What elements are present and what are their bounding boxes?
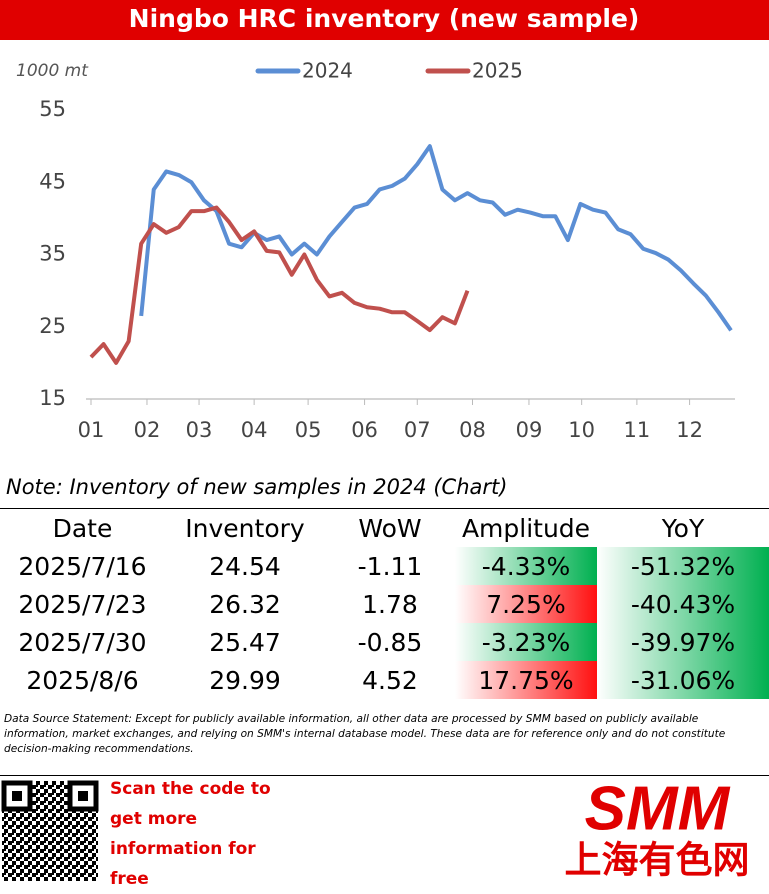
x-tick-label: 10 bbox=[568, 418, 595, 442]
header-cell: WoW bbox=[358, 513, 422, 543]
x-tick-label: 03 bbox=[186, 418, 213, 442]
chart-title: Ningbo HRC inventory (new sample) bbox=[129, 4, 640, 33]
header-row: Date Inventory WoW Amplitude YoY bbox=[0, 509, 769, 548]
table-cell: 2025/7/23 bbox=[18, 589, 147, 619]
logo-cn: 上海有色网 bbox=[565, 839, 750, 882]
series-line bbox=[139, 144, 733, 332]
table-cell: 2025/7/30 bbox=[18, 627, 147, 657]
table-cell: -31.06% bbox=[597, 661, 769, 699]
header-cell: YoY bbox=[661, 513, 705, 543]
series-line bbox=[89, 205, 470, 365]
x-tick-label: 11 bbox=[624, 418, 651, 442]
legend-label: 2025 bbox=[472, 59, 523, 83]
table-cell: 7.25% bbox=[455, 585, 597, 623]
x-tick-label: 09 bbox=[516, 418, 543, 442]
header-cell: Inventory bbox=[185, 513, 305, 543]
x-tick-label: 05 bbox=[295, 418, 322, 442]
table-cell: 4.52 bbox=[362, 665, 418, 695]
x-tick-label: 02 bbox=[134, 418, 161, 442]
header-cell: Amplitude bbox=[461, 513, 591, 543]
table-cell: -39.97% bbox=[597, 623, 769, 661]
x-tick-label: 04 bbox=[241, 418, 268, 442]
y-tick-label: 55 bbox=[39, 97, 66, 121]
table-cell: 25.47 bbox=[209, 627, 281, 657]
y-tick-label: 25 bbox=[39, 314, 66, 338]
table-row: 2025/7/23 26.32 1.78 7.25% -40.43% bbox=[0, 585, 769, 623]
header-cell: Date bbox=[52, 513, 113, 543]
x-tick-label: 12 bbox=[676, 418, 703, 442]
table-cell: 29.99 bbox=[209, 665, 281, 695]
y-tick-label: 15 bbox=[39, 386, 66, 410]
table-row: 2025/8/6 29.99 4.52 17.75% -31.06% bbox=[0, 661, 769, 699]
table-cell: 17.75% bbox=[455, 661, 597, 699]
table-cell: 1.78 bbox=[362, 589, 418, 619]
y-tick-label: 35 bbox=[39, 242, 66, 266]
chart: Ningbo HRC inventory (new sample) 1000 m… bbox=[0, 0, 769, 499]
note: Note: Inventory of new samples in 2024 (… bbox=[6, 475, 507, 499]
divider bbox=[0, 775, 769, 776]
qr-code bbox=[1, 780, 99, 881]
logo-text: SMM bbox=[585, 777, 731, 843]
scan-text: Scan the code to get more information fo… bbox=[110, 779, 271, 889]
table-cell: 24.54 bbox=[209, 551, 281, 581]
x-tick-label: 07 bbox=[404, 418, 431, 442]
x-tick-label: 06 bbox=[351, 418, 378, 442]
title-bar bbox=[0, 0, 769, 40]
table-row: 2025/7/16 24.54 -1.11 -4.33% -51.32% bbox=[0, 547, 769, 585]
y-tick-label: 45 bbox=[39, 169, 66, 193]
table-row: 2025/7/30 25.47 -0.85 -3.23% -39.97% bbox=[0, 623, 769, 661]
legend-label: 2024 bbox=[302, 59, 353, 83]
logo: SMM 上海有色网 bbox=[565, 777, 750, 882]
y-axis-unit: 1000 mt bbox=[16, 61, 89, 81]
disclaimer: Data Source Statement: Except for public… bbox=[4, 713, 726, 755]
table-cell: -40.43% bbox=[597, 585, 769, 623]
table-cell: 2025/8/6 bbox=[26, 665, 139, 695]
table-cell: -0.85 bbox=[357, 627, 423, 657]
x-tick-label: 01 bbox=[78, 418, 105, 442]
table-cell: -4.33% bbox=[455, 547, 597, 585]
table-cell: 26.32 bbox=[209, 589, 281, 619]
table-cell: -3.23% bbox=[455, 623, 597, 661]
x-tick-label: 08 bbox=[459, 418, 486, 442]
table-cell: -51.32% bbox=[597, 547, 769, 585]
table: Date Inventory WoW Amplitude YoY 2025/7/… bbox=[0, 508, 769, 699]
table-cell: -1.11 bbox=[357, 551, 423, 581]
table-cell: 2025/7/16 bbox=[18, 551, 147, 581]
